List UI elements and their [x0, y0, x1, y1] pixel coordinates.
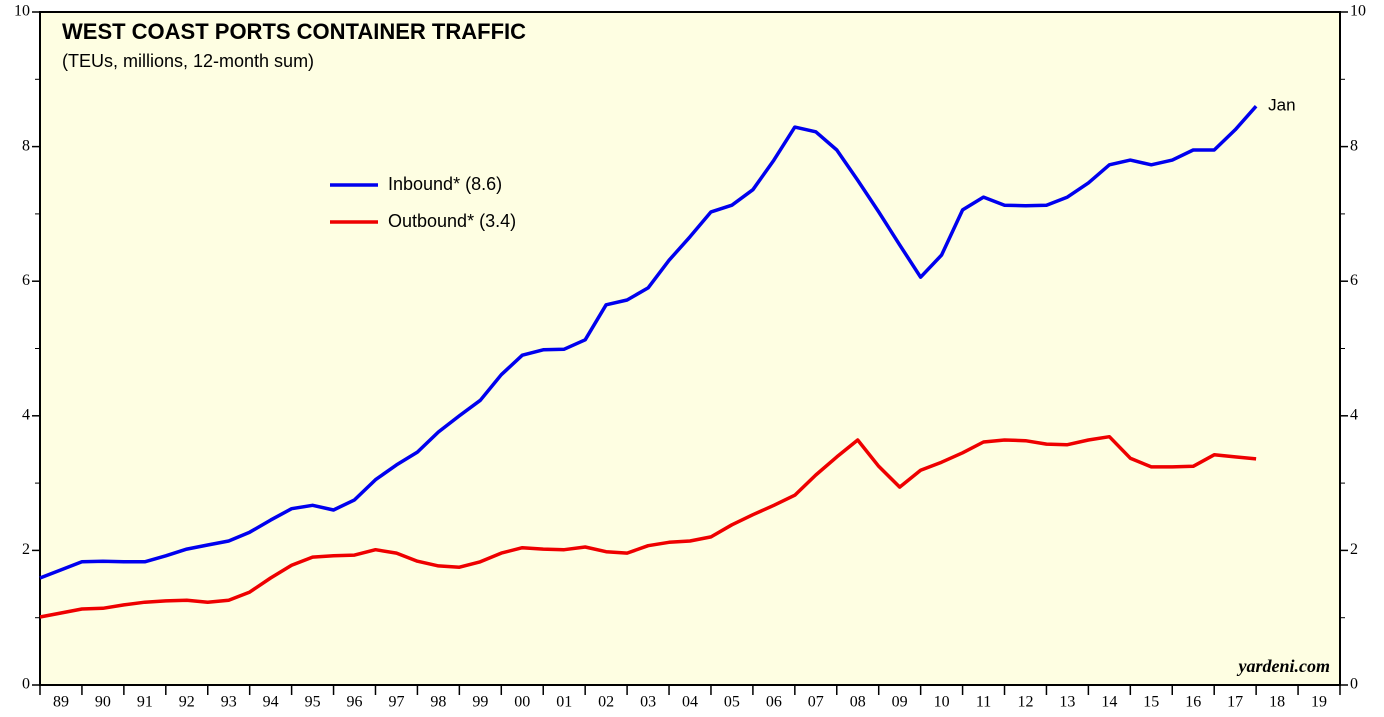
- source: yardeni.com: [1237, 656, 1331, 676]
- x-tick-label: 10: [934, 694, 950, 711]
- x-tick-label: 95: [305, 694, 321, 711]
- x-tick-label: 17: [1227, 694, 1243, 711]
- x-tick-label: 94: [263, 694, 279, 711]
- x-tick-label: 04: [682, 694, 698, 711]
- x-tick-label: 93: [221, 694, 237, 711]
- x-tick-label: 15: [1143, 694, 1159, 711]
- x-tick-label: 99: [472, 694, 488, 711]
- y-tick-label: 4: [22, 406, 30, 423]
- legend-label: Outbound* (3.4): [388, 211, 516, 231]
- x-tick-label: 90: [95, 694, 111, 711]
- y-tick-label: 6: [22, 272, 30, 289]
- x-tick-label: 06: [766, 694, 782, 711]
- x-tick-label: 12: [1017, 694, 1033, 711]
- x-tick-label: 05: [724, 694, 740, 711]
- x-tick-label: 01: [556, 694, 572, 711]
- y-tick-label: 8: [22, 137, 30, 154]
- y-tick-label: 10: [14, 3, 30, 20]
- x-tick-label: 14: [1101, 694, 1117, 711]
- x-tick-label: 09: [892, 694, 908, 711]
- x-tick-label: 96: [347, 694, 363, 711]
- x-tick-label: 91: [137, 694, 153, 711]
- legend-label: Inbound* (8.6): [388, 174, 502, 194]
- x-tick-label: 19: [1311, 694, 1327, 711]
- y-tick-label: 0: [22, 676, 30, 693]
- chart-subtitle: (TEUs, millions, 12-month sum): [62, 51, 314, 71]
- y2-tick-label: 2: [1350, 541, 1358, 558]
- x-tick-label: 92: [179, 694, 195, 711]
- x-tick-label: 89: [53, 694, 69, 711]
- series-line: [39, 105, 1258, 580]
- x-tick-label: 16: [1185, 694, 1201, 711]
- x-tick-label: 07: [808, 694, 824, 711]
- x-tick-label: 13: [1059, 694, 1075, 711]
- x-tick-label: 18: [1269, 694, 1285, 711]
- x-tick-label: 97: [388, 694, 404, 711]
- y2-tick-label: 8: [1350, 137, 1358, 154]
- plot-area: [39, 11, 1341, 686]
- series-line: [39, 434, 1257, 619]
- y2-tick-label: 0: [1350, 676, 1358, 693]
- x-tick-label: 03: [640, 694, 656, 711]
- annotation: Jan: [1268, 96, 1295, 115]
- x-tick-label: 08: [850, 694, 866, 711]
- chart-title: WEST COAST PORTS CONTAINER TRAFFIC: [62, 19, 526, 44]
- y2-tick-label: 4: [1350, 406, 1358, 423]
- x-tick-label: 00: [514, 694, 530, 711]
- x-tick-label: 02: [598, 694, 614, 711]
- y2-tick-label: 10: [1350, 3, 1366, 20]
- x-tick-label: 98: [430, 694, 446, 711]
- x-tick-label: 11: [976, 694, 991, 711]
- y2-tick-label: 6: [1350, 272, 1358, 289]
- y-tick-label: 2: [22, 541, 30, 558]
